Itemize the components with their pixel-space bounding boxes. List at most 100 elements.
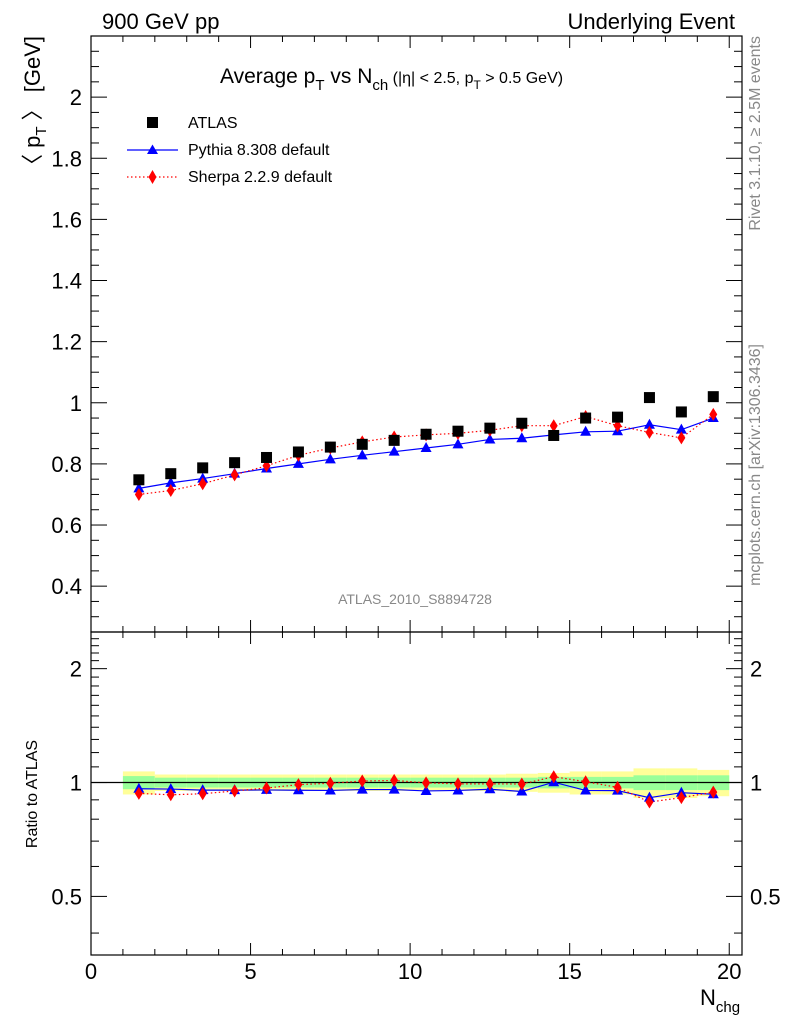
- main-ytick-label: 0.8: [51, 452, 82, 477]
- pythia-point: [324, 453, 336, 464]
- y-axis-label: 〈 pT 〉 [GeV]: [20, 36, 50, 176]
- atlas-point: [548, 429, 560, 441]
- main-ytick-label: 0.6: [51, 513, 82, 538]
- atlas-point: [452, 425, 464, 437]
- ratio-sherpa-point: [677, 791, 686, 805]
- sherpa-point: [230, 468, 239, 482]
- ratio-panel-frame: [90, 631, 743, 956]
- ratio-pythia-point: [420, 784, 432, 795]
- ratio-pythia-point: [356, 783, 368, 794]
- sherpa-point: [645, 425, 654, 439]
- main-ytick-label: 1.6: [51, 207, 82, 232]
- pythia-point: [580, 425, 592, 436]
- atlas-point: [229, 457, 241, 469]
- ratio-ytick-label: 0.5: [51, 884, 82, 909]
- plot-title: Average pT vs Nch (|η| < 2.5, pT > 0.5 G…: [220, 65, 563, 94]
- xtick-label: 0: [85, 959, 97, 984]
- analysis-id-label: ATLAS_2010_S8894728: [338, 591, 492, 607]
- pythia-point: [420, 442, 432, 453]
- sherpa-point: [166, 483, 175, 497]
- pythia-point: [165, 476, 177, 487]
- xtick-label: 15: [557, 959, 581, 984]
- main-ytick-label: 1.4: [51, 269, 82, 294]
- ratio-sherpa-point: [134, 786, 143, 800]
- pythia-point: [516, 432, 528, 443]
- legend: ATLAS Pythia 8.308 default Sherpa 2.2.9 …: [127, 115, 333, 186]
- xtick-label: 5: [244, 959, 256, 984]
- legend-pythia-marker: [147, 144, 158, 154]
- ratio-sherpa-point: [166, 788, 175, 802]
- ratio-ytick-label: 2: [70, 657, 82, 682]
- header-left-label: 900 GeV pp: [102, 9, 219, 34]
- pythia-point: [484, 433, 496, 444]
- sherpa-point: [709, 407, 718, 421]
- atlas-point: [165, 468, 177, 480]
- ratio-pythia-point: [388, 783, 400, 794]
- ratio-sherpa-point: [549, 770, 558, 784]
- pythia-point: [452, 438, 464, 449]
- atlas-point: [516, 417, 528, 429]
- ratio-ytick-label-right: 2: [750, 657, 762, 682]
- ratio-sherpa-point: [326, 776, 335, 790]
- atlas-point: [324, 441, 336, 453]
- ratio-ytick-labels: 0.5 0.5 1 1 2 2: [51, 657, 780, 910]
- pythia-point: [292, 457, 304, 468]
- atlas-point: [388, 434, 400, 446]
- sherpa-point: [198, 477, 207, 491]
- ratio-sherpa-point: [613, 780, 622, 794]
- atlas-point: [133, 474, 145, 486]
- main-ytick-labels: 0.4 0.6 0.8 1 1.2 1.4 1.6 1.8 2: [51, 85, 82, 599]
- atlas-point: [580, 412, 592, 424]
- ratio-sherpa-point: [422, 776, 431, 790]
- ratio-sherpa-point: [390, 773, 399, 787]
- atlas-point: [707, 391, 719, 403]
- ratio-sherpa-point: [581, 775, 590, 789]
- main-ytick-label: 1.8: [51, 146, 82, 171]
- ratio-sherpa-point: [453, 777, 462, 791]
- pythia-point: [643, 418, 655, 429]
- ratio-ytick-label-right: 1: [750, 771, 762, 796]
- sherpa-point: [677, 431, 686, 445]
- legend-atlas-marker: [147, 117, 158, 128]
- main-ytick-label: 1.2: [51, 330, 82, 355]
- main-series-marks: [133, 391, 719, 501]
- ratio-sherpa-point: [198, 787, 207, 801]
- ratio-sherpa-point: [645, 795, 654, 809]
- main-ytick-label: 1: [70, 391, 82, 416]
- xtick-labels: 0 5 10 15 20: [85, 959, 742, 984]
- xtick-label: 10: [398, 959, 422, 984]
- ratio-y-axis-label: Ratio to ATLAS: [24, 740, 41, 848]
- axis-ticks: [90, 36, 742, 955]
- pythia-point: [675, 423, 687, 434]
- rivet-version-label: Rivet 3.1.10, ≥ 2.5M events: [747, 36, 764, 231]
- sherpa-point: [134, 487, 143, 501]
- main-ytick-label: 0.4: [51, 574, 82, 599]
- atlas-point: [675, 406, 687, 418]
- legend-pythia-label: Pythia 8.308 default: [188, 142, 330, 159]
- legend-sherpa-label: Sherpa 2.2.9 default: [188, 169, 333, 186]
- ratio-sherpa-point: [485, 777, 494, 791]
- ratio-sherpa-point: [294, 778, 303, 792]
- ratio-pythia-point: [580, 784, 592, 795]
- sherpa-point: [549, 419, 558, 433]
- main-ytick-label: 2: [70, 85, 82, 110]
- mcplots-reference-label: mcplots.cern.ch [arXiv:1306.3436]: [747, 344, 764, 586]
- ratio-sherpa-point: [230, 784, 239, 798]
- x-axis-label: Nchg: [700, 985, 740, 1016]
- legend-sherpa-marker: [148, 170, 157, 184]
- sherpa-line: [138, 413, 714, 496]
- ratio-sherpa-point: [709, 785, 718, 799]
- header-right-label: Underlying Event: [567, 9, 735, 34]
- pythia-point: [388, 445, 400, 456]
- pythia-point: [356, 449, 368, 460]
- atlas-point: [261, 451, 273, 463]
- atlas-point: [612, 411, 624, 423]
- ratio-ytick-label: 1: [70, 771, 82, 796]
- ratio-pythia-point: [165, 783, 177, 794]
- atlas-point: [292, 446, 304, 458]
- legend-atlas-label: ATLAS: [188, 115, 238, 132]
- ratio-series-marks: [133, 770, 719, 809]
- atlas-point: [420, 428, 432, 440]
- atlas-point: [197, 462, 209, 474]
